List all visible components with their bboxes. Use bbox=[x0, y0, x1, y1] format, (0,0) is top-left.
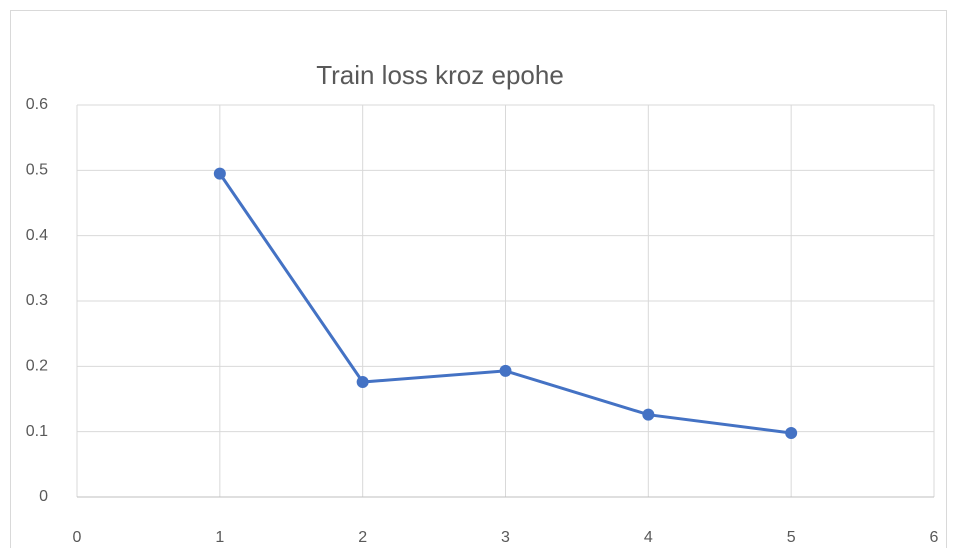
x-tick-label: 0 bbox=[73, 529, 82, 546]
x-tick-label: 5 bbox=[787, 529, 796, 546]
data-point bbox=[356, 376, 369, 389]
data-point bbox=[213, 167, 226, 180]
y-tick-label: 0.2 bbox=[26, 358, 48, 375]
data-point bbox=[785, 426, 798, 439]
y-tick-label: 0.1 bbox=[26, 423, 48, 440]
chart-frame bbox=[10, 10, 947, 553]
y-tick-label: 0.4 bbox=[26, 227, 48, 244]
data-point bbox=[642, 408, 655, 421]
x-tick-label: 1 bbox=[215, 529, 224, 546]
chart-title: Train loss kroz epohe bbox=[316, 60, 564, 90]
y-tick-label: 0.3 bbox=[26, 292, 48, 309]
x-tick-label: 6 bbox=[930, 529, 939, 546]
data-point bbox=[499, 364, 512, 377]
y-tick-label: 0.5 bbox=[26, 162, 48, 179]
x-tick-label: 2 bbox=[358, 529, 367, 546]
y-tick-label: 0.6 bbox=[26, 96, 48, 113]
y-tick-label: 0 bbox=[39, 488, 48, 505]
x-tick-label: 3 bbox=[501, 529, 510, 546]
x-tick-label: 4 bbox=[644, 529, 653, 546]
